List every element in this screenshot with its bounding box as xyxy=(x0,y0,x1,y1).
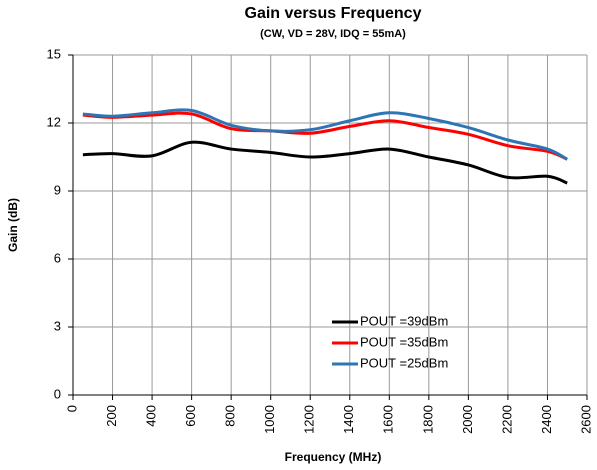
x-tick-label: 1600 xyxy=(381,405,396,434)
y-tick-label: 12 xyxy=(47,114,61,129)
x-tick-label: 400 xyxy=(144,405,159,427)
series-line xyxy=(82,140,568,185)
y-tick-label: 3 xyxy=(54,318,61,333)
y-tick-label: 0 xyxy=(54,386,61,401)
y-tick-label: 15 xyxy=(47,46,61,61)
x-axis-label: Frequency (MHz) xyxy=(285,450,382,464)
legend-label: POUT =35dBm xyxy=(360,334,448,349)
legend-label: POUT =25dBm xyxy=(360,355,448,370)
x-tick-label: 200 xyxy=(104,405,119,427)
chart-subtitle: (CW, VD = 28V, IDQ = 55mA) xyxy=(260,28,406,40)
x-tick-label: 0 xyxy=(64,405,79,412)
series-line xyxy=(82,111,568,161)
x-tick-label: 2600 xyxy=(578,405,593,434)
y-tick-label: 9 xyxy=(54,182,61,197)
x-tick-label: 1000 xyxy=(262,405,277,434)
x-tick-label: 1400 xyxy=(341,405,356,434)
x-tick-label: 1800 xyxy=(420,405,435,434)
x-tick-label: 2000 xyxy=(460,405,475,434)
y-tick-label: 6 xyxy=(54,250,61,265)
x-tick-label: 600 xyxy=(183,405,198,427)
x-tick-label: 800 xyxy=(223,405,238,427)
legend-label: POUT =39dBm xyxy=(360,313,448,328)
chart-title: Gain versus Frequency xyxy=(245,5,422,22)
y-axis-label: Gain (dB) xyxy=(6,198,20,252)
x-tick-label: 2400 xyxy=(539,405,554,434)
x-tick-label: 2200 xyxy=(499,405,514,434)
x-tick-label: 1200 xyxy=(302,405,317,434)
series-line xyxy=(82,108,568,161)
